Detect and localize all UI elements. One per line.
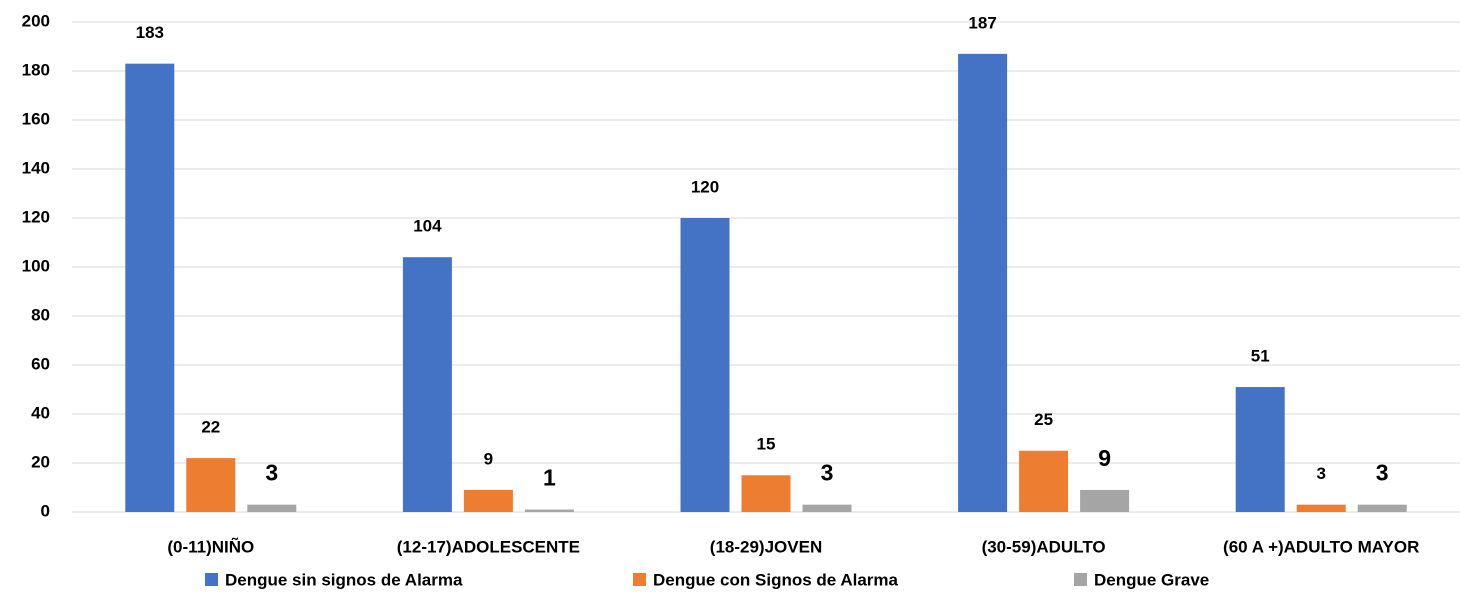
bar xyxy=(463,489,513,512)
data-label: 3 xyxy=(821,460,834,486)
bar xyxy=(402,257,452,512)
legend-swatch xyxy=(633,573,646,586)
bar xyxy=(186,458,236,512)
legend-swatch xyxy=(205,573,218,586)
data-label: 187 xyxy=(968,13,996,32)
x-tick-label: (18-29)JOVEN xyxy=(710,537,822,556)
y-tick-label: 100 xyxy=(22,256,50,275)
y-tick-label: 160 xyxy=(22,109,50,128)
y-tick-label: 80 xyxy=(31,305,50,324)
data-label: 3 xyxy=(1376,460,1389,486)
data-label: 1 xyxy=(543,465,556,491)
bar xyxy=(741,475,791,512)
y-tick-label: 40 xyxy=(31,403,50,422)
data-label: 3 xyxy=(1316,464,1325,483)
bar xyxy=(247,504,297,512)
y-tick-label: 0 xyxy=(41,501,50,520)
y-tick-label: 120 xyxy=(22,207,50,226)
legend-label: Dengue sin signos de Alarma xyxy=(225,570,463,589)
y-tick-label: 60 xyxy=(31,354,50,373)
bar xyxy=(1080,489,1130,512)
bar xyxy=(524,509,574,512)
y-tick-label: 200 xyxy=(22,11,50,30)
y-tick-label: 20 xyxy=(31,452,50,471)
legend-label: Dengue con Signos de Alarma xyxy=(653,570,899,589)
bar xyxy=(125,63,175,513)
bar xyxy=(680,218,730,512)
legend-swatch xyxy=(1074,573,1087,586)
data-label: 15 xyxy=(757,435,776,454)
data-label: 9 xyxy=(1098,445,1111,471)
data-label: 120 xyxy=(691,177,719,196)
x-tick-label: (0-11)NIÑO xyxy=(167,536,254,556)
y-tick-label: 180 xyxy=(22,60,50,79)
data-label: 51 xyxy=(1251,347,1270,366)
data-label: 183 xyxy=(136,23,164,42)
data-label: 22 xyxy=(201,418,220,437)
x-tick-label: (12-17)ADOLESCENTE xyxy=(397,537,580,556)
data-label: 9 xyxy=(484,449,493,468)
data-label: 25 xyxy=(1034,410,1053,429)
bar xyxy=(1296,504,1346,512)
x-tick-label: (60 A +)ADULTO MAYOR xyxy=(1223,537,1419,556)
bar xyxy=(1235,387,1285,512)
x-tick-label: (30-59)ADULTO xyxy=(982,537,1106,556)
data-label: 3 xyxy=(265,460,278,486)
y-tick-label: 140 xyxy=(22,158,50,177)
bar xyxy=(958,53,1008,512)
legend-label: Dengue Grave xyxy=(1094,570,1209,589)
bar xyxy=(802,504,852,512)
bar xyxy=(1019,450,1069,512)
data-label: 104 xyxy=(413,217,442,236)
bar xyxy=(1357,504,1407,512)
